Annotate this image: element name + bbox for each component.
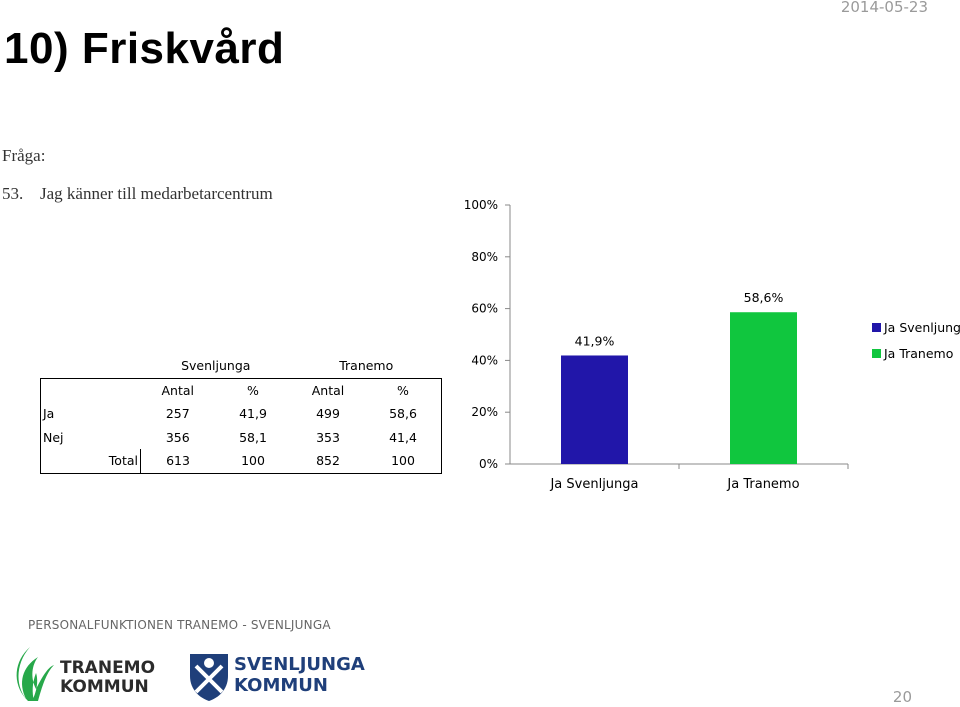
- table-cell: 499: [316, 406, 340, 421]
- tranemo-logo: TRANEMO KOMMUN: [8, 643, 155, 703]
- table-cell: 58,6: [365, 402, 442, 426]
- y-tick-label: 100%: [464, 198, 498, 212]
- svenljunga-logo-line: KOMMUN: [234, 675, 328, 696]
- table-cell: 353: [316, 429, 340, 445]
- page-number: 20: [892, 688, 912, 706]
- table-cell: 852: [291, 449, 365, 474]
- question-label: Fråga:: [2, 146, 46, 165]
- bar-chart: 0% 20% 40% 60% 80% 100% 41,9% Ja Svenljunga 58,6…: [464, 198, 960, 492]
- table-cell: 100: [365, 449, 442, 474]
- table-subheader: %: [215, 377, 291, 402]
- y-tick-label: 0%: [479, 457, 498, 471]
- legend-label: Ja Tranemo: [883, 346, 953, 361]
- category-label: Ja Svenljunga: [549, 477, 638, 492]
- question-number: 53.: [2, 184, 24, 203]
- svenljunga-shield-icon: [190, 654, 228, 701]
- table-subheader: Antal: [291, 377, 365, 402]
- footer-text: PERSONALFUNKTIONEN TRANEMO - SVENLJUNGA: [28, 618, 331, 632]
- results-table: Svenljunga Tranemo Antal % Antal % Ja 25…: [40, 354, 442, 474]
- table-cell: 100: [215, 449, 291, 474]
- y-tick-label: 20%: [471, 405, 498, 419]
- table-cell: 58,1: [239, 429, 267, 445]
- table-cell: 613: [140, 449, 215, 474]
- table-cell: 356: [165, 429, 190, 445]
- y-tick-label: 60%: [471, 302, 498, 316]
- date-label: 2014-05-23: [840, 0, 928, 16]
- svenljunga-logo-text: SVENLJUNGA KOMMUN: [234, 654, 365, 696]
- tranemo-logo-line: KOMMUN: [60, 677, 149, 697]
- table-row: Ja 257 41,9 499 58,6: [40, 402, 442, 426]
- tranemo-emblem-icon: [16, 647, 54, 701]
- svenljunga-logo: SVENLJUNGA KOMMUN: [188, 652, 365, 704]
- table-sub-header-row: Antal % Antal %: [40, 377, 442, 402]
- table-row: Total 613 100 852 100: [40, 449, 442, 474]
- data-label: 41,9%: [575, 333, 615, 348]
- legend-label: Ja Svenljunga: [883, 320, 960, 335]
- legend-swatch: [872, 323, 881, 332]
- tranemo-logo-text: TRANEMO KOMMUN: [60, 659, 155, 697]
- table-cell: 41,9: [239, 406, 267, 421]
- row-label: Total: [40, 449, 141, 474]
- table-group-header-row: Svenljunga Tranemo: [41, 354, 442, 378]
- page-title: 10) Friskvård: [4, 24, 285, 73]
- legend-swatch: [872, 349, 881, 358]
- bar: [561, 355, 628, 464]
- table-cell: 41,4: [365, 425, 442, 449]
- row-label: Nej: [40, 425, 141, 449]
- table-header-tranemo: Tranemo: [339, 358, 394, 373]
- table-row: Nej 356 58,1 353 41,4: [40, 425, 442, 449]
- table-subheader: %: [365, 377, 442, 402]
- svenljunga-logo-line: SVENLJUNGA: [234, 654, 365, 675]
- table-header-svenljunga: Svenljunga: [181, 358, 251, 373]
- tranemo-logo-line: TRANEMO: [60, 658, 156, 678]
- y-tick-label: 40%: [471, 353, 498, 367]
- row-label: Ja: [40, 402, 141, 426]
- y-tick-label: 80%: [471, 250, 498, 264]
- bar: [730, 312, 797, 464]
- data-label: 58,6%: [744, 290, 784, 305]
- category-label: Ja Tranemo: [726, 477, 799, 492]
- table-subheader: Antal: [140, 377, 215, 402]
- question-text: Jag känner till medarbetarcentrum: [40, 184, 273, 203]
- question-row: 53. Jag känner till medarbetarcentrum: [2, 184, 273, 204]
- table-cell: 257: [165, 406, 190, 421]
